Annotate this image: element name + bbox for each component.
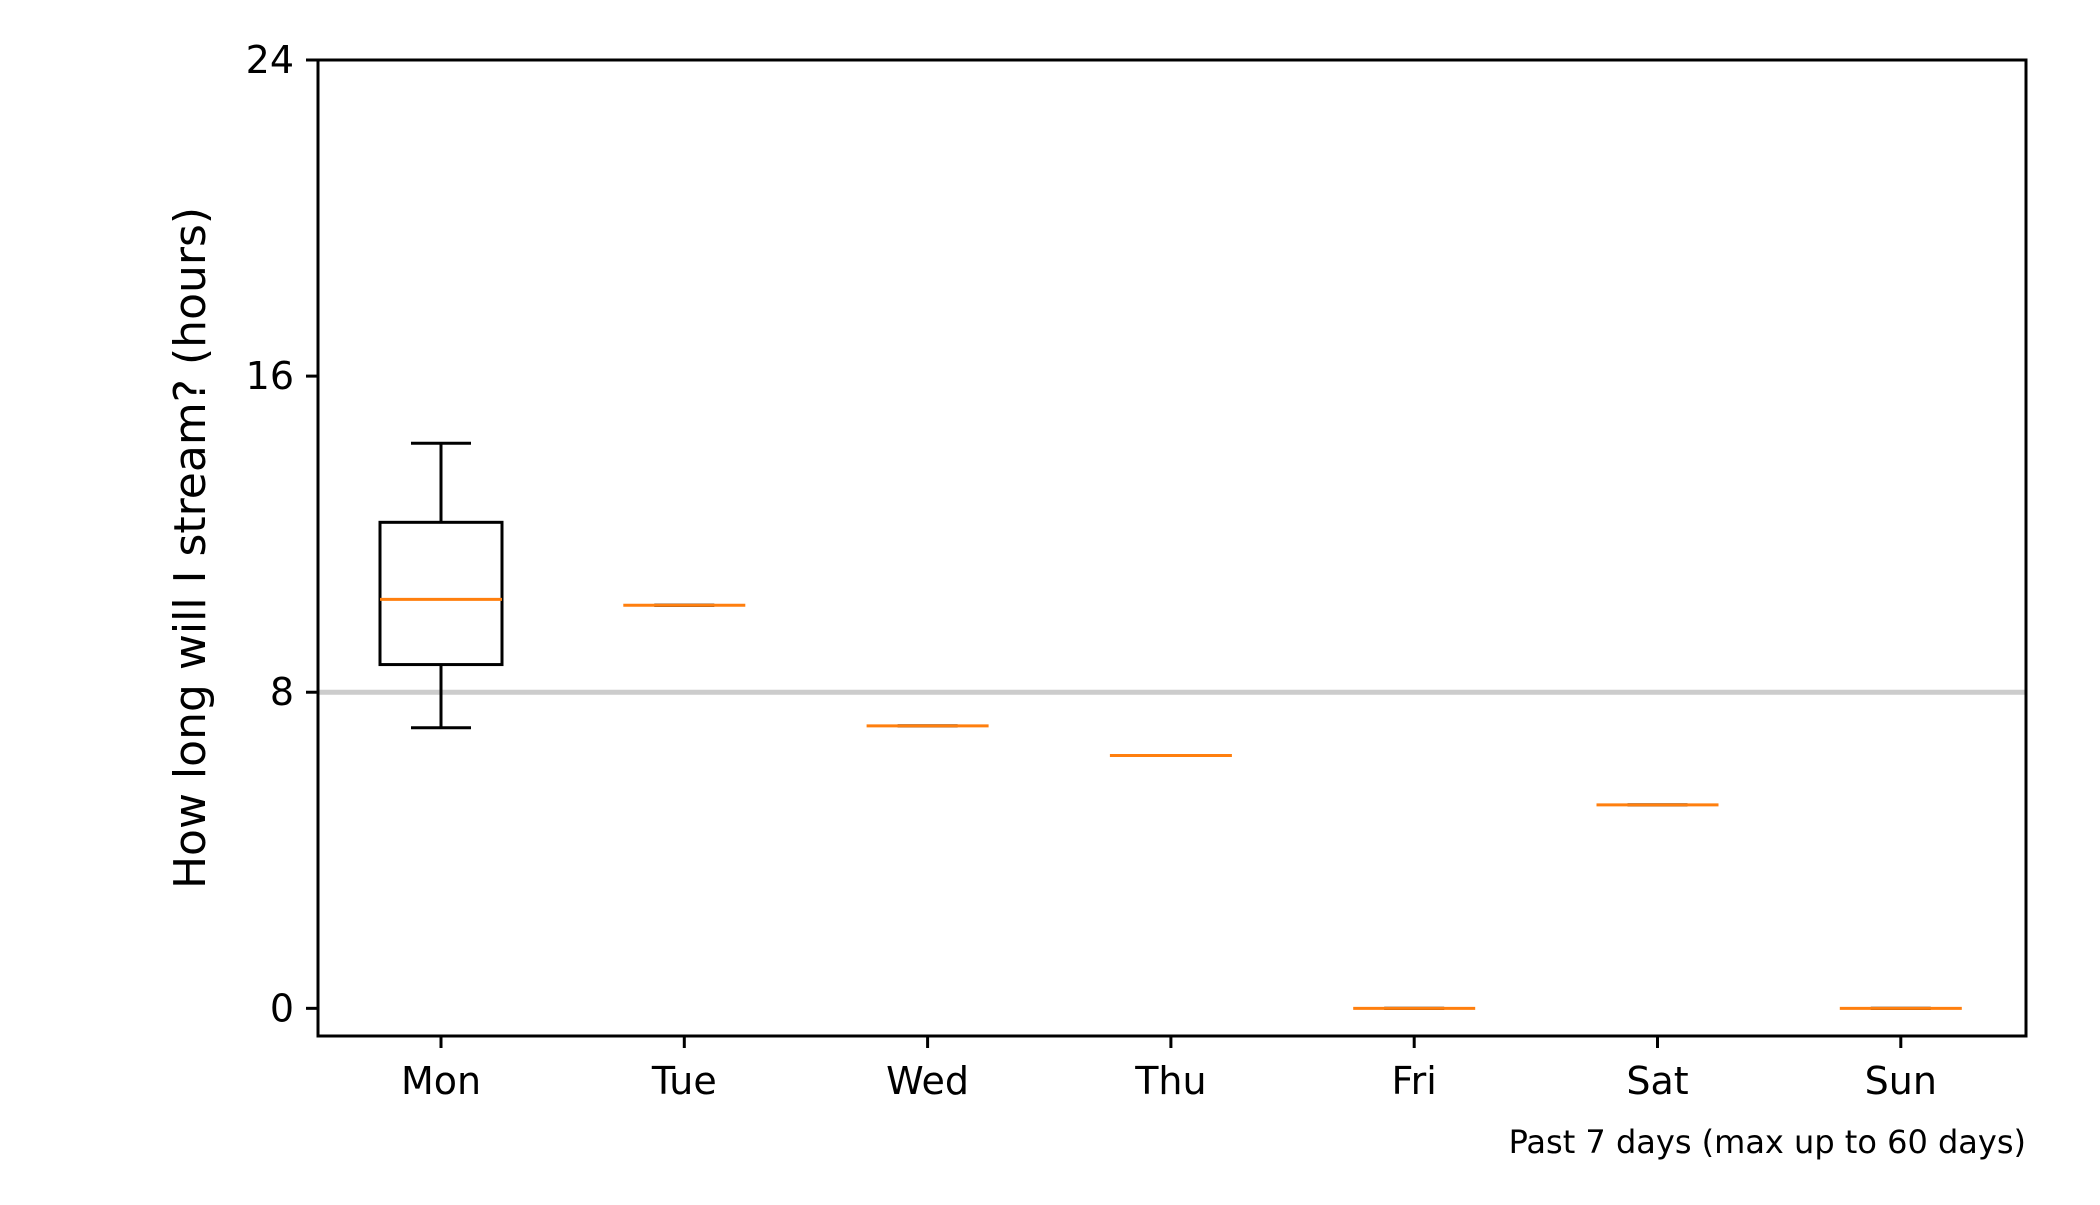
y-axis-label: How long will I stream? (hours) — [165, 207, 216, 889]
x-tick-label: Wed — [886, 1059, 969, 1103]
y-tick-label: 0 — [270, 986, 294, 1030]
box-layer — [378, 441, 1962, 1010]
x-tick-label: Sun — [1865, 1059, 1937, 1103]
box-iqr — [378, 520, 504, 667]
y-tick-label: 8 — [270, 670, 294, 714]
y-tick-label: 24 — [246, 38, 294, 82]
x-tick-label: Thu — [1134, 1059, 1206, 1103]
x-tick-label: Sat — [1626, 1059, 1688, 1103]
y-axis-ticks: 0 8 16 24 — [246, 38, 318, 1030]
box-mon — [378, 441, 504, 730]
x-tick-label: Mon — [401, 1059, 481, 1103]
x-tick-label: Fri — [1392, 1059, 1437, 1103]
plot-frame — [316, 58, 2028, 1038]
footnote-text: Past 7 days (max up to 60 days) — [1509, 1123, 2026, 1161]
y-tick-label: 16 — [246, 354, 294, 398]
x-tick-label: Tue — [651, 1059, 717, 1103]
x-axis-ticks: Mon Tue Wed Thu Fri Sat Sun — [401, 1036, 1937, 1103]
